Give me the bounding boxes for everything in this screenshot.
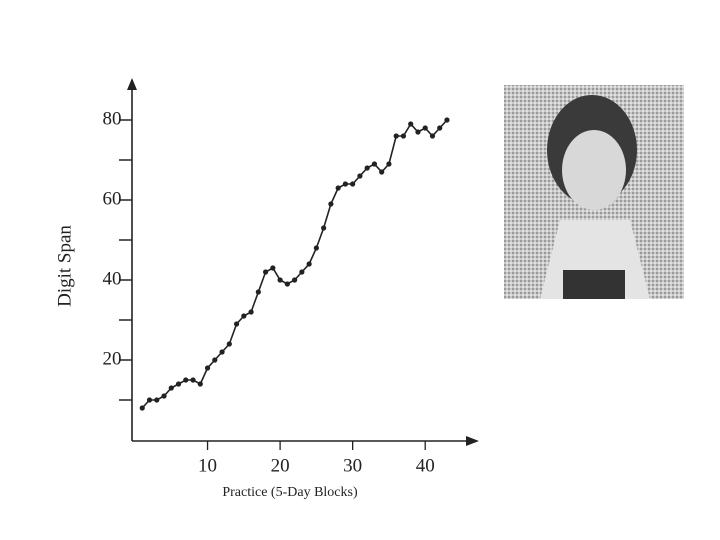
- data-point: [204, 365, 211, 371]
- x-tick-label: 30: [343, 455, 362, 476]
- x-tick-label: 20: [271, 455, 290, 476]
- data-point: [371, 161, 378, 167]
- data-point: [313, 245, 319, 251]
- data-point: [350, 181, 356, 187]
- y-tick-label: 40: [103, 268, 122, 289]
- data-point: [161, 393, 167, 399]
- data-point: [342, 181, 349, 187]
- data-point: [154, 397, 160, 403]
- data-point: [248, 309, 254, 315]
- data-point: [175, 381, 182, 387]
- data-point: [139, 405, 145, 411]
- data-point: [262, 269, 269, 275]
- data-point: [226, 341, 232, 347]
- data-point: [335, 185, 341, 191]
- data-point: [364, 165, 370, 171]
- photo: [504, 85, 684, 299]
- data-point: [277, 277, 283, 283]
- data-point: [429, 133, 436, 139]
- data-point: [306, 261, 312, 267]
- data-point: [292, 277, 298, 283]
- data-point: [393, 133, 399, 139]
- y-axis-arrow: [127, 78, 137, 90]
- y-tick-label: 60: [103, 188, 122, 209]
- data-point: [146, 397, 153, 403]
- x-tick-label: 10: [198, 455, 217, 476]
- data-point: [357, 173, 363, 179]
- data-point: [168, 385, 174, 391]
- data-point: [233, 321, 240, 327]
- data-point: [379, 169, 385, 175]
- data-point: [255, 289, 261, 295]
- data-point: [408, 121, 414, 127]
- data-point: [284, 281, 290, 287]
- data-point: [400, 133, 407, 139]
- y-tick-label: 20: [103, 348, 122, 369]
- data-point: [270, 265, 276, 271]
- data-point: [299, 269, 305, 275]
- data-line: [141, 119, 448, 409]
- data-point: [183, 377, 189, 383]
- data-point: [444, 117, 450, 123]
- data-point: [212, 357, 218, 363]
- x-tick-label: 40: [416, 455, 435, 476]
- data-point: [437, 125, 443, 131]
- data-point: [241, 313, 247, 319]
- y-axis-title: Digit Span: [54, 225, 75, 307]
- data-point: [415, 129, 421, 135]
- data-point: [422, 125, 428, 131]
- data-point: [328, 201, 334, 207]
- data-point: [219, 349, 225, 355]
- x-axis-arrow: [466, 436, 479, 446]
- data-point: [190, 377, 196, 383]
- x-axis-title: Practice (5-Day Blocks): [222, 485, 358, 500]
- data-point: [386, 161, 392, 167]
- y-tick-label: 80: [103, 108, 122, 129]
- data-point: [197, 381, 203, 387]
- data-point: [321, 225, 327, 231]
